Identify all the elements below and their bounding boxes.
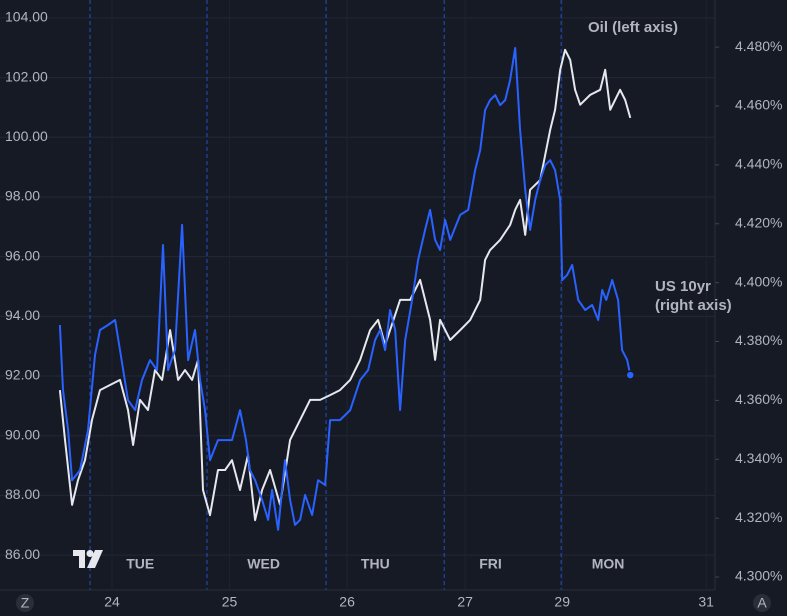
- y2-tick-label: 4.480%: [735, 38, 782, 54]
- y-tick-label: 94.00: [5, 307, 40, 323]
- x-tick-label: 24: [104, 594, 120, 610]
- day-label: THU: [361, 556, 390, 572]
- y-tick-label: 86.00: [5, 546, 40, 562]
- annotation: (right axis): [655, 297, 732, 314]
- y2-tick-label: 4.460%: [735, 97, 782, 113]
- y2-tick-label: 4.360%: [735, 391, 782, 407]
- plot: [58, 47, 636, 531]
- logo-mark: [86, 550, 94, 557]
- annotation: US 10yr: [655, 278, 711, 295]
- day-label: FRI: [479, 556, 502, 572]
- y-tick-label: 88.00: [5, 486, 40, 502]
- corner-button[interactable]: [16, 594, 34, 612]
- y2-tick-label: 4.300%: [735, 568, 782, 584]
- x-tick-label: 26: [339, 594, 355, 610]
- annotation: Oil (left axis): [588, 19, 678, 36]
- grid: [0, 0, 715, 590]
- series-line: [58, 47, 632, 531]
- y-tick-label: 98.00: [5, 188, 40, 204]
- y-tick-label: 102.00: [5, 68, 48, 84]
- y-tick-label: 90.00: [5, 426, 40, 442]
- day-label: TUE: [126, 556, 154, 572]
- series-line: [58, 48, 632, 522]
- logo-mark: [87, 550, 103, 568]
- corner-button-label[interactable]: Z: [21, 595, 30, 611]
- corner-button[interactable]: [753, 594, 771, 612]
- day-label: MON: [592, 556, 625, 572]
- y2-tick-label: 4.380%: [735, 332, 782, 348]
- y2-tick-label: 4.440%: [735, 156, 782, 172]
- x-tick-label: 25: [222, 594, 238, 610]
- logo: [73, 550, 103, 568]
- x-tick-label: 29: [554, 594, 570, 610]
- corner-button-label[interactable]: A: [757, 595, 767, 611]
- day-label: WED: [247, 556, 280, 572]
- x-tick-label: 31: [698, 594, 714, 610]
- y2-tick-label: 4.340%: [735, 450, 782, 466]
- y2-tick-label: 4.400%: [735, 273, 782, 289]
- last-value-dot: [625, 370, 636, 380]
- y2-tick-label: 4.320%: [735, 509, 782, 525]
- y-tick-label: 104.00: [5, 9, 48, 25]
- y-tick-label: 92.00: [5, 367, 40, 383]
- logo-mark: [73, 550, 85, 568]
- y2-tick-label: 4.420%: [735, 214, 782, 230]
- y-tick-label: 100.00: [5, 128, 48, 144]
- y-tick-label: 96.00: [5, 247, 40, 263]
- x-tick-label: 27: [457, 594, 473, 610]
